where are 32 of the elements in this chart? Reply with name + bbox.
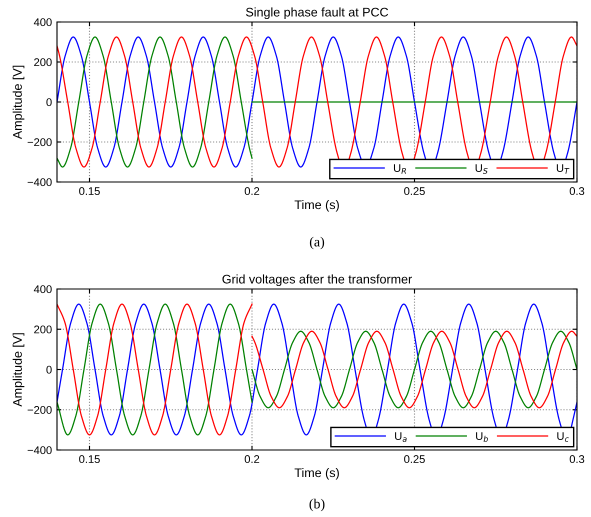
y-tick-label: 400: [34, 18, 52, 26]
x-tick-label: 0.15: [79, 455, 100, 464]
x-tick-label: 0.2: [244, 187, 260, 196]
x-tick-label: 0.25: [404, 455, 425, 464]
y-tick-label: −400: [28, 446, 52, 454]
y-tick-label: −200: [28, 138, 52, 146]
y-axis-title: Amplitude [V]: [12, 66, 24, 140]
x-tick-label: 0.25: [404, 187, 425, 196]
x-tick-label: 0.3: [570, 455, 584, 464]
legend-label: U$_{S}$: [476, 164, 488, 174]
y-tick-label: 400: [34, 285, 52, 294]
chart-title: Single phase fault at PCC: [246, 7, 388, 20]
legend-label: U$_{a}$: [395, 432, 407, 442]
x-tick-label: 0.15: [79, 187, 100, 196]
y-axis-title: Amplitude [V]: [12, 333, 24, 407]
x-axis-title: Time (s): [294, 468, 339, 480]
chart-title: Grid voltages after the transformer: [222, 274, 412, 286]
y-tick-label: 200: [34, 58, 52, 66]
y-tick-label: 0: [46, 366, 52, 374]
text: (b): [310, 498, 324, 512]
legend-label: U$_{c}$: [557, 432, 569, 442]
y-tick-label: −200: [28, 406, 52, 414]
legend-label: U$_{R}$: [394, 164, 406, 174]
x-axis-title: Time (s): [294, 200, 339, 212]
x-tick-label: 0.3: [570, 187, 584, 196]
y-tick-label: −400: [28, 178, 52, 186]
legend-label: U$_{T}$: [556, 164, 570, 174]
legend-label: U$_{b}$: [476, 432, 488, 442]
x-tick-label: 0.2: [244, 455, 260, 464]
y-tick-label: 200: [34, 326, 52, 334]
y-tick-label: 0: [46, 98, 52, 106]
text: (a): [310, 236, 324, 250]
